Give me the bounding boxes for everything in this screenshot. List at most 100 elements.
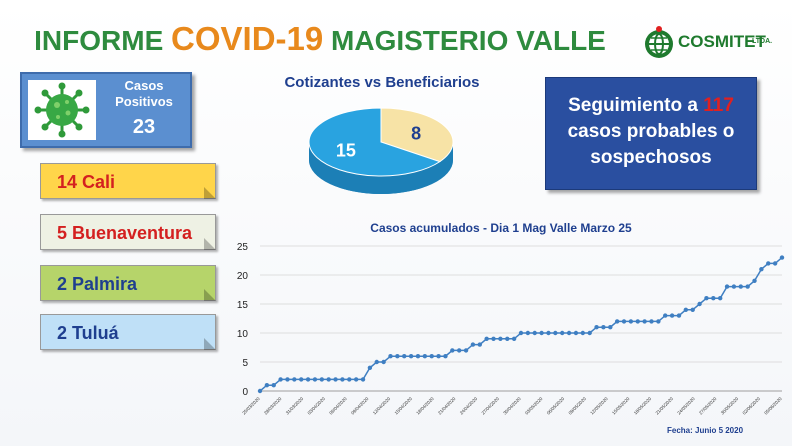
followup-card: Seguimiento a 117 casos probables o sosp… [545, 77, 757, 190]
data-point [594, 325, 599, 330]
followup-number: 117 [703, 95, 734, 116]
data-point [697, 301, 702, 307]
pie-chart-title: Cotizantes vs Beneficiarios [284, 74, 480, 91]
data-point [299, 377, 304, 382]
data-point [408, 354, 414, 359]
x-tick-label: 02/06/2020 [741, 396, 761, 416]
data-point [340, 377, 345, 382]
data-point [333, 377, 338, 382]
cumulative-cases-chart: Casos acumulados - Dia 1 Mag Valle Marzo… [237, 221, 785, 416]
city-label: 2 Tuluá [57, 323, 119, 343]
data-point [553, 330, 558, 336]
data-point [374, 359, 379, 365]
data-point [360, 377, 366, 382]
city-label: 14 Cali [57, 172, 116, 192]
y-tick-label: 5 [242, 358, 248, 369]
data-point [539, 330, 544, 336]
data-point [601, 325, 606, 330]
data-point [305, 377, 311, 382]
data-point [292, 377, 297, 382]
x-tick-label: 15/04/2020 [393, 396, 413, 416]
x-tick-label: 06/05/2020 [546, 396, 566, 416]
data-point [429, 354, 434, 359]
y-tick-label: 25 [237, 242, 249, 253]
data-point [257, 388, 263, 394]
data-point [745, 284, 750, 289]
data-point [546, 330, 551, 336]
data-point [628, 319, 634, 324]
x-tick-label: 15/05/2020 [611, 396, 631, 416]
data-point [614, 319, 620, 324]
data-point [690, 307, 695, 312]
y-tick-label: 15 [237, 300, 249, 311]
data-point [402, 354, 407, 359]
x-tick-label: 09/04/2020 [350, 396, 370, 416]
pie-slice-label: 15 [336, 141, 356, 161]
data-point [381, 359, 386, 365]
y-tick-label: 20 [237, 271, 249, 282]
pie-chart: 8 15 [308, 107, 454, 194]
x-tick-label: 18/05/2020 [633, 396, 653, 416]
data-point [505, 336, 510, 341]
data-point [663, 313, 668, 318]
data-point [511, 336, 517, 341]
data-point [580, 330, 586, 336]
data-point [738, 284, 743, 289]
data-point [724, 284, 730, 289]
x-tick-label: 27/05/2020 [698, 396, 718, 416]
data-point [635, 319, 640, 324]
data-point [669, 313, 675, 318]
data-point [456, 348, 462, 353]
page-title: INFORME COVID-19 MAGISTERIO VALLE [34, 20, 606, 57]
data-point [443, 354, 448, 359]
followup-line-3: sospechosos [590, 147, 712, 168]
x-tick-label: 28/03/2020 [263, 396, 283, 416]
data-point [656, 319, 661, 324]
data-point [285, 377, 290, 382]
positive-cases-value: 23 [132, 116, 156, 138]
series-line [259, 257, 783, 392]
city-label: 2 Palmira [57, 274, 138, 294]
data-point [353, 377, 359, 382]
x-tick-label: 24/05/2020 [676, 396, 696, 416]
data-point [621, 319, 627, 324]
followup-line-2: casos probables o [567, 121, 735, 142]
data-point [271, 383, 276, 388]
x-tick-label: 21/04/2020 [437, 396, 457, 416]
data-point [759, 267, 764, 272]
data-point [388, 354, 393, 359]
city-card-palmira: 2 Palmira [40, 265, 216, 301]
x-tick-label: 06/04/2020 [328, 396, 348, 416]
data-point [491, 336, 496, 341]
data-point [518, 330, 524, 336]
logo-text: COSMITET [678, 32, 766, 51]
x-tick-label: 12/05/2020 [589, 396, 609, 416]
x-tick-label: 09/05/2020 [567, 396, 587, 416]
x-tick-label: 30/04/2020 [502, 396, 522, 416]
data-point [649, 319, 654, 324]
data-point [498, 336, 503, 341]
data-point [532, 330, 537, 336]
pie-slice-label: 8 [411, 123, 421, 143]
followup-line-1: Seguimiento a 117 [568, 95, 734, 116]
x-tick-label: 12/04/2020 [372, 396, 392, 416]
title-highlight: COVID-19 [171, 20, 324, 57]
data-point [566, 330, 572, 336]
data-point [312, 377, 318, 382]
y-tick-label: 10 [237, 329, 249, 340]
data-point [470, 342, 476, 347]
data-point [587, 330, 592, 336]
data-point [422, 354, 428, 359]
virus-icon [28, 80, 96, 140]
x-tick-label: 05/06/2020 [763, 396, 783, 416]
data-point [415, 354, 421, 359]
pie-slice [308, 107, 441, 177]
data-point [264, 383, 270, 388]
positive-cases-label-2: Positivos [115, 94, 173, 109]
data-point [367, 365, 373, 370]
x-tick-label: 25/03/2020 [241, 396, 261, 416]
data-point [525, 330, 531, 336]
logo-suffix: LTDA. [752, 38, 773, 45]
x-tick-label: 31/03/2020 [285, 396, 305, 416]
data-point [477, 342, 482, 347]
